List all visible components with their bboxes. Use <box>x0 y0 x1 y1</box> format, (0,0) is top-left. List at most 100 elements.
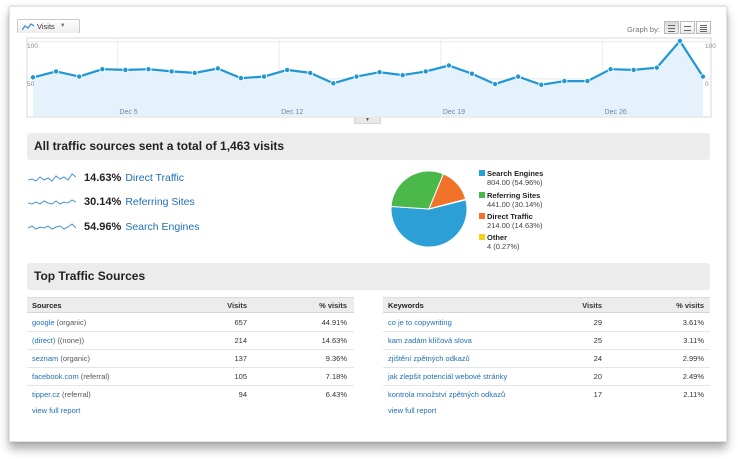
metric-selector-dropdown[interactable]: Visits ▼ <box>17 19 80 33</box>
data-point[interactable] <box>445 62 452 69</box>
table-row: zjištění zpětných odkazů 24 2.99% <box>383 350 710 368</box>
source-type: (organic) <box>60 354 90 363</box>
table-row: seznam (organic) 137 9.36% <box>27 350 354 368</box>
percent-value: 3.61% <box>682 318 704 327</box>
keyword-link[interactable]: jak zlepšit potenciál webové stránky <box>388 372 508 381</box>
source-row-direct: 14.63% Direct Traffic <box>28 170 184 186</box>
keyword-link[interactable]: kam zadám klíčová slova <box>388 336 472 345</box>
column-header-visits: Visits <box>227 301 247 310</box>
data-point[interactable] <box>76 73 83 80</box>
data-point[interactable] <box>353 73 360 80</box>
source-row-search: 54.96% Search Engines <box>28 219 199 235</box>
data-point[interactable] <box>122 66 129 73</box>
data-point[interactable] <box>492 81 499 88</box>
column-header-keywords: Keywords <box>388 301 424 310</box>
percent-value: 14.63% <box>321 336 347 345</box>
week-view-icon[interactable] <box>680 21 695 34</box>
traffic-sources-pie-chart <box>390 170 468 248</box>
data-point[interactable] <box>376 69 383 76</box>
data-point[interactable] <box>607 66 614 73</box>
data-point[interactable] <box>561 78 568 85</box>
data-point[interactable] <box>99 66 106 73</box>
keyword-link[interactable]: kontrola množství zpětných odkazů <box>388 390 506 399</box>
metric-selector-label: Visits <box>37 22 55 31</box>
data-point[interactable] <box>630 66 637 73</box>
data-point[interactable] <box>191 69 198 76</box>
data-point[interactable] <box>700 73 707 80</box>
data-point[interactable] <box>53 68 60 75</box>
sparkline-icon <box>28 199 76 205</box>
percent-value: 6.43% <box>325 390 347 399</box>
pie-slice[interactable] <box>390 199 468 248</box>
data-point[interactable] <box>145 66 152 73</box>
source-percent: 14.63% <box>84 172 122 184</box>
data-point[interactable] <box>168 68 175 75</box>
source-link[interactable]: google <box>32 318 55 327</box>
data-point[interactable] <box>399 72 406 79</box>
sparkline-icon <box>28 223 76 230</box>
legend-swatch <box>479 192 485 198</box>
source-link[interactable]: tipper.cz <box>32 390 60 399</box>
data-point[interactable] <box>261 73 268 80</box>
source-link[interactable]: facebook.com <box>32 372 79 381</box>
graph-by-label: Graph by: <box>627 25 660 34</box>
pie-slice[interactable] <box>428 198 467 210</box>
visits-value: 25 <box>593 336 602 345</box>
percent-value: 7.18% <box>325 372 347 381</box>
percent-value: 44.91% <box>321 318 347 327</box>
visits-value: 94 <box>238 390 247 399</box>
source-link[interactable]: seznam <box>32 354 59 363</box>
source-type: (organic) <box>56 318 87 327</box>
data-point[interactable] <box>538 81 545 88</box>
summary-title: All traffic sources sent a total of 1,46… <box>27 133 710 160</box>
source-link-referring-sites[interactable]: Referring Sites <box>125 196 195 208</box>
source-link-search-engines[interactable]: Search Engines <box>125 221 200 233</box>
source-percent: 30.14% <box>84 196 122 208</box>
pie-slice[interactable] <box>390 170 445 210</box>
data-point[interactable] <box>237 75 244 82</box>
legend-name: Search Engines <box>487 169 544 178</box>
source-link-direct-traffic[interactable]: Direct Traffic <box>125 172 185 184</box>
visits-value: 657 <box>234 318 247 327</box>
column-header-pct: % visits <box>676 301 704 310</box>
source-percent: 54.96% <box>84 221 122 233</box>
data-point[interactable] <box>422 68 429 75</box>
visits-value: 17 <box>593 390 602 399</box>
collapse-chart-toggle[interactable]: ▼ <box>354 117 381 124</box>
column-header-visits: Visits <box>582 301 602 310</box>
view-full-report-sources-link[interactable]: view full report <box>32 406 81 415</box>
data-point[interactable] <box>330 80 337 87</box>
legend-swatch <box>479 234 485 240</box>
data-point[interactable] <box>584 78 591 85</box>
table-row: jak zlepšit potenciál webové stránky 20 … <box>383 368 710 386</box>
data-point[interactable] <box>307 69 314 76</box>
visits-chart: 100 50 100 0 Dec 5 Dec 12 Dec 19 Dec 26 <box>26 37 716 118</box>
source-link[interactable]: (direct) <box>32 336 56 345</box>
day-view-icon[interactable] <box>664 21 679 34</box>
visits-line <box>32 39 704 86</box>
x-tick-label: Dec 26 <box>605 109 627 116</box>
keyword-link[interactable]: zjištění zpětných odkazů <box>388 354 470 363</box>
percent-value: 2.49% <box>682 372 704 381</box>
legend-swatch <box>479 213 485 219</box>
x-tick-label: Dec 19 <box>443 109 465 116</box>
view-full-report-keywords-link[interactable]: view full report <box>388 406 437 415</box>
data-point[interactable] <box>676 37 683 44</box>
visits-value: 137 <box>234 354 247 363</box>
data-point[interactable] <box>468 70 475 77</box>
legend-value: 4 (0.27%) <box>487 242 520 251</box>
data-point[interactable] <box>653 64 660 71</box>
percent-value: 9.36% <box>325 354 347 363</box>
data-point[interactable] <box>284 66 291 73</box>
data-point[interactable] <box>214 65 221 72</box>
legend-value: 804.00 (54.96%) <box>487 178 543 187</box>
visits-area <box>33 41 703 116</box>
table-row: co je to copywriting 29 3.61% <box>383 314 710 332</box>
data-point[interactable] <box>515 73 522 80</box>
visits-value: 105 <box>234 372 247 381</box>
data-point[interactable] <box>29 74 36 81</box>
keyword-link[interactable]: co je to copywriting <box>388 318 452 327</box>
legend-name: Other <box>487 233 508 242</box>
month-view-icon[interactable] <box>696 21 711 34</box>
visits-value: 20 <box>593 372 602 381</box>
